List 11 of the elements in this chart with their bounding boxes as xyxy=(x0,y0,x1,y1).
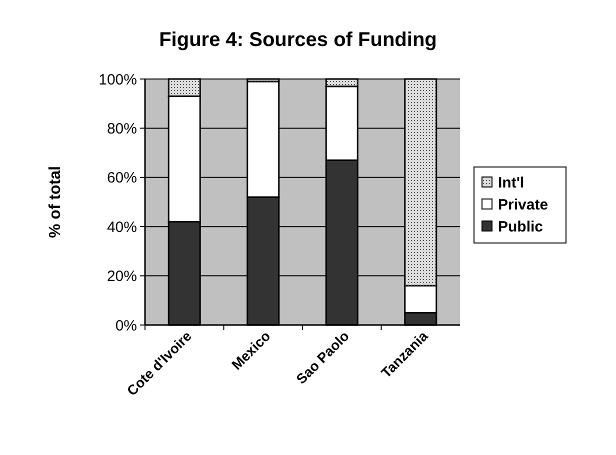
y-tick-label: 0% xyxy=(115,317,137,334)
y-tick-label: 100% xyxy=(98,71,137,88)
y-tick-label: 80% xyxy=(106,120,137,138)
chart-title: Figure 4: Sources of Funding xyxy=(159,29,437,51)
y-tick-label: 40% xyxy=(106,218,137,236)
legend-label: Int'l xyxy=(498,174,524,192)
legend-label: Public xyxy=(498,218,544,236)
y-tick-label: 60% xyxy=(106,170,137,187)
y-axis-title: % of total xyxy=(47,166,64,238)
legend-label: Private xyxy=(498,196,548,214)
y-tick-label: 20% xyxy=(106,268,137,286)
